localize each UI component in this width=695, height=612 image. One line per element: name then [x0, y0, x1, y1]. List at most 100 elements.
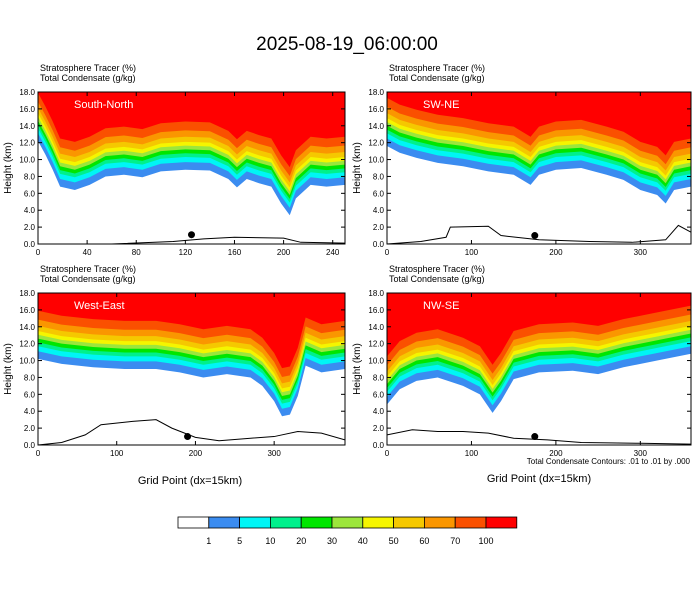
y-tick-label: 2.0 [373, 424, 385, 433]
x-axis-label-right: Grid Point (dx=15km) [487, 473, 591, 485]
contour-label: Total Condensate (g/kg) [40, 73, 136, 83]
terrain-line [387, 429, 691, 445]
legend-value: 50 [389, 536, 399, 546]
y-tick-label: 4.0 [24, 407, 36, 416]
x-tick-label: 300 [267, 449, 281, 458]
terrain-line [38, 419, 345, 445]
legend-swatch [300, 516, 333, 529]
contour-note: Total Condensate Contours: .01 to .01 by… [527, 457, 691, 466]
legend-swatch [454, 516, 487, 529]
y-tick-label: 6.0 [373, 390, 385, 399]
y-tick-label: 4.0 [373, 206, 385, 215]
terrain-line [387, 224, 691, 244]
x-tick-label: 100 [465, 248, 479, 257]
x-tick-label: 0 [36, 248, 41, 257]
legend-swatch [208, 516, 241, 529]
tracer-field [38, 293, 345, 445]
y-tick-label: 16.0 [368, 105, 384, 114]
y-tick-label: 16.0 [19, 306, 35, 315]
x-tick-label: 200 [189, 449, 203, 458]
y-tick-label: 14.0 [368, 323, 384, 332]
x-tick-label: 100 [465, 449, 479, 458]
y-tick-label: 18.0 [19, 88, 35, 97]
y-tick-label: 4.0 [373, 407, 385, 416]
x-tick-label: 0 [36, 449, 41, 458]
legend-swatch [239, 516, 271, 529]
y-tick-label: 12.0 [368, 340, 384, 349]
x-tick-label: 200 [549, 449, 563, 458]
plot-frame [37, 292, 346, 446]
tracer-band-10 [387, 293, 691, 365]
contour-label: Total Condensate (g/kg) [40, 274, 136, 284]
y-tick-label: 14.0 [368, 122, 384, 131]
y-tick-label: 2.0 [24, 424, 36, 433]
y-tick-label: 10.0 [19, 156, 35, 165]
legend-value: 40 [358, 536, 368, 546]
legend-value: 30 [327, 536, 337, 546]
field-label: Stratosphere Tracer (%) [40, 63, 136, 73]
y-tick-label: 2.0 [24, 223, 36, 232]
contour-label: Total Condensate (g/kg) [389, 274, 485, 284]
x-tick-label: 80 [132, 248, 141, 257]
panel-sw-ne: 0.0 2.0 4.0 6.0 8.0 10.0 12.0 14.0 16.0 18.0 0 100 2… [352, 63, 692, 257]
y-axis-label: Height (km) [352, 343, 363, 395]
x-tick-label: 160 [228, 248, 242, 257]
x-axis-label-left: Grid Point (dx=15km) [138, 475, 242, 487]
y-tick-label: 16.0 [368, 306, 384, 315]
x-tick-label: 0 [385, 248, 390, 257]
panel-nw-se: 0.0 2.0 4.0 6.0 8.0 10.0 12.0 14.0 16.0 18.0 0 100 2… [352, 264, 692, 458]
x-tick-label: 120 [179, 248, 193, 257]
tracer-band-10 [38, 293, 345, 369]
x-tick-label: 40 [83, 248, 92, 257]
y-tick-label: 8.0 [24, 172, 36, 181]
location-marker [531, 232, 539, 240]
plot-frame [386, 91, 692, 245]
legend-value: 5 [237, 536, 242, 546]
y-axis-label: Height (km) [3, 142, 14, 194]
legend-swatch [177, 516, 210, 529]
legend-swatch [393, 516, 425, 529]
legend-value: 10 [265, 536, 275, 546]
y-tick-label: 8.0 [24, 373, 36, 382]
location-marker [184, 433, 192, 441]
y-tick-label: 10.0 [368, 156, 384, 165]
y-tick-label: 4.0 [24, 206, 36, 215]
y-tick-label: 14.0 [19, 323, 35, 332]
x-tick-label: 300 [634, 449, 648, 458]
x-tick-label: 0 [385, 449, 390, 458]
x-tick-label: 240 [326, 248, 340, 257]
field-label: Stratosphere Tracer (%) [389, 264, 485, 274]
panel-label: NW-SE [423, 300, 459, 312]
panel-label: SW-NE [423, 99, 459, 111]
legend-swatch [485, 516, 518, 529]
y-tick-label: 0.0 [24, 240, 36, 249]
y-axis-label: Height (km) [3, 343, 14, 395]
y-tick-label: 12.0 [19, 139, 35, 148]
field-label: Stratosphere Tracer (%) [389, 63, 485, 73]
tracer-field [387, 293, 691, 445]
x-tick-label: 200 [277, 248, 291, 257]
y-tick-label: 14.0 [19, 122, 35, 131]
y-tick-label: 8.0 [373, 172, 385, 181]
field-label: Stratosphere Tracer (%) [40, 264, 136, 274]
location-marker [531, 433, 539, 441]
legend-swatch [269, 516, 302, 529]
legend-value: 1 [206, 536, 211, 546]
y-tick-label: 0.0 [24, 441, 36, 450]
y-tick-label: 6.0 [24, 390, 36, 399]
y-axis-label: Height (km) [352, 142, 363, 194]
tracer-band-10 [38, 92, 345, 168]
panel-label: South-North [74, 99, 133, 111]
plot-frame [37, 91, 346, 245]
y-tick-label: 18.0 [368, 289, 384, 298]
y-tick-label: 18.0 [368, 88, 384, 97]
tracer-band-10 [387, 92, 691, 156]
y-tick-label: 12.0 [19, 340, 35, 349]
panel-label: West-East [74, 300, 125, 312]
y-tick-label: 0.0 [373, 240, 385, 249]
legend-value: 60 [419, 536, 429, 546]
panel-west-east: 0.0 2.0 4.0 6.0 8.0 10.0 12.0 14.0 16.0 18.0 0 100 2… [3, 264, 346, 458]
x-tick-label: 300 [634, 248, 648, 257]
legend-swatch [362, 516, 394, 529]
y-tick-label: 2.0 [373, 223, 385, 232]
